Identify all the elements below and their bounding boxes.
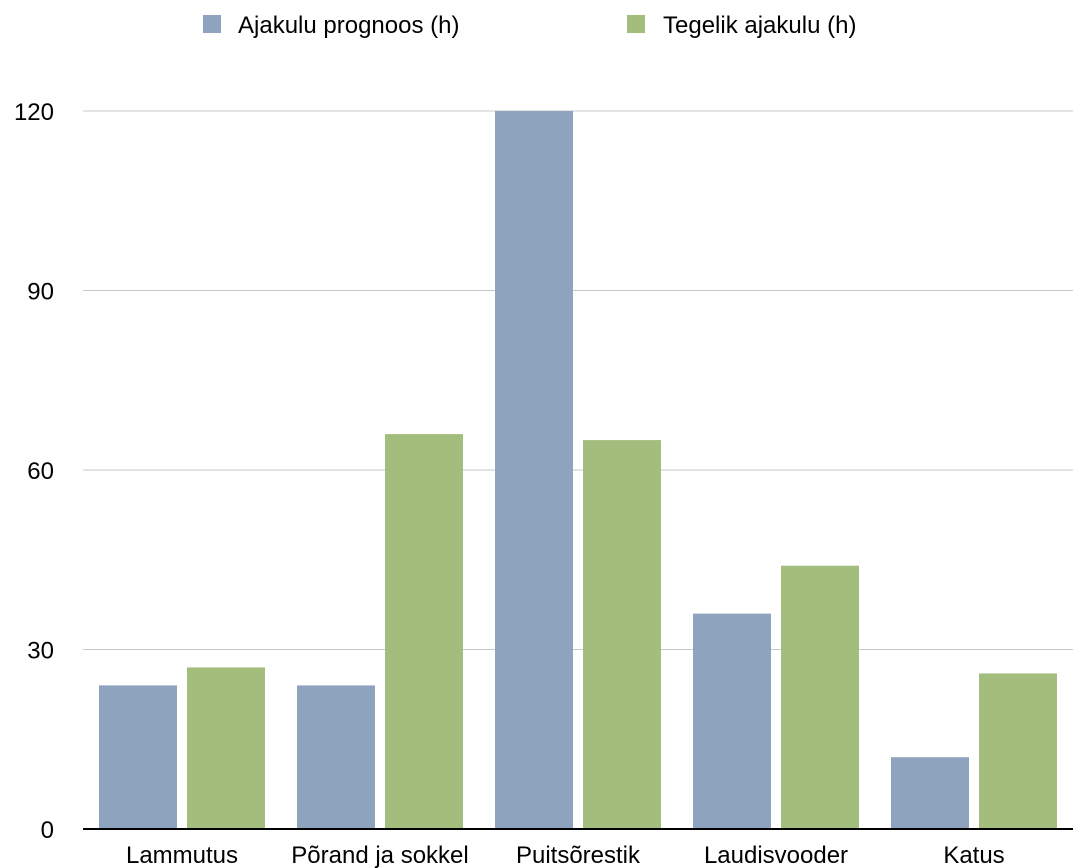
category-label-1: Lammutus [126, 842, 238, 868]
gridlines [83, 110, 1073, 650]
legend-label-forecast: Ajakulu prognoos (h) [238, 12, 459, 39]
bar-forecast-5 [891, 757, 969, 829]
bars [99, 111, 1057, 829]
bar-forecast-4 [693, 613, 771, 829]
y-tick-label-90: 90 [27, 279, 54, 306]
legend-item-actual: Tegelik ajakulu (h) [627, 12, 856, 39]
y-axis-tick-labels: 0 30 60 90 120 [14, 99, 54, 844]
category-label-5: Katus [943, 842, 1004, 868]
bar-actual-1 [187, 667, 265, 829]
legend-item-forecast: Ajakulu prognoos (h) [203, 12, 459, 39]
bar-actual-5 [979, 673, 1057, 829]
legend-label-actual: Tegelik ajakulu (h) [663, 12, 856, 39]
legend-swatch-forecast [203, 15, 221, 33]
bar-actual-3 [583, 440, 661, 829]
category-label-3: Puitsõrestik [516, 842, 641, 868]
y-tick-label-0: 0 [41, 817, 54, 844]
bar-forecast-1 [99, 685, 177, 829]
y-tick-label-60: 60 [27, 458, 54, 485]
x-axis-category-labels: Lammutus Põrand ja sokkel Puitsõrestik Laud… [126, 842, 1005, 868]
legend: Ajakulu prognoos (h) Tegelik ajakulu (h) [203, 12, 856, 39]
category-label-4: Laudisvooder [704, 842, 848, 868]
bar-forecast-2 [297, 685, 375, 829]
bar-actual-4 [781, 565, 859, 829]
y-tick-label-120: 120 [14, 99, 54, 126]
y-tick-label-30: 30 [27, 638, 54, 665]
category-label-2: Põrand ja sokkel [291, 842, 468, 868]
bar-actual-2 [385, 434, 463, 829]
bar-forecast-3 [495, 111, 573, 829]
legend-swatch-actual [627, 15, 645, 33]
